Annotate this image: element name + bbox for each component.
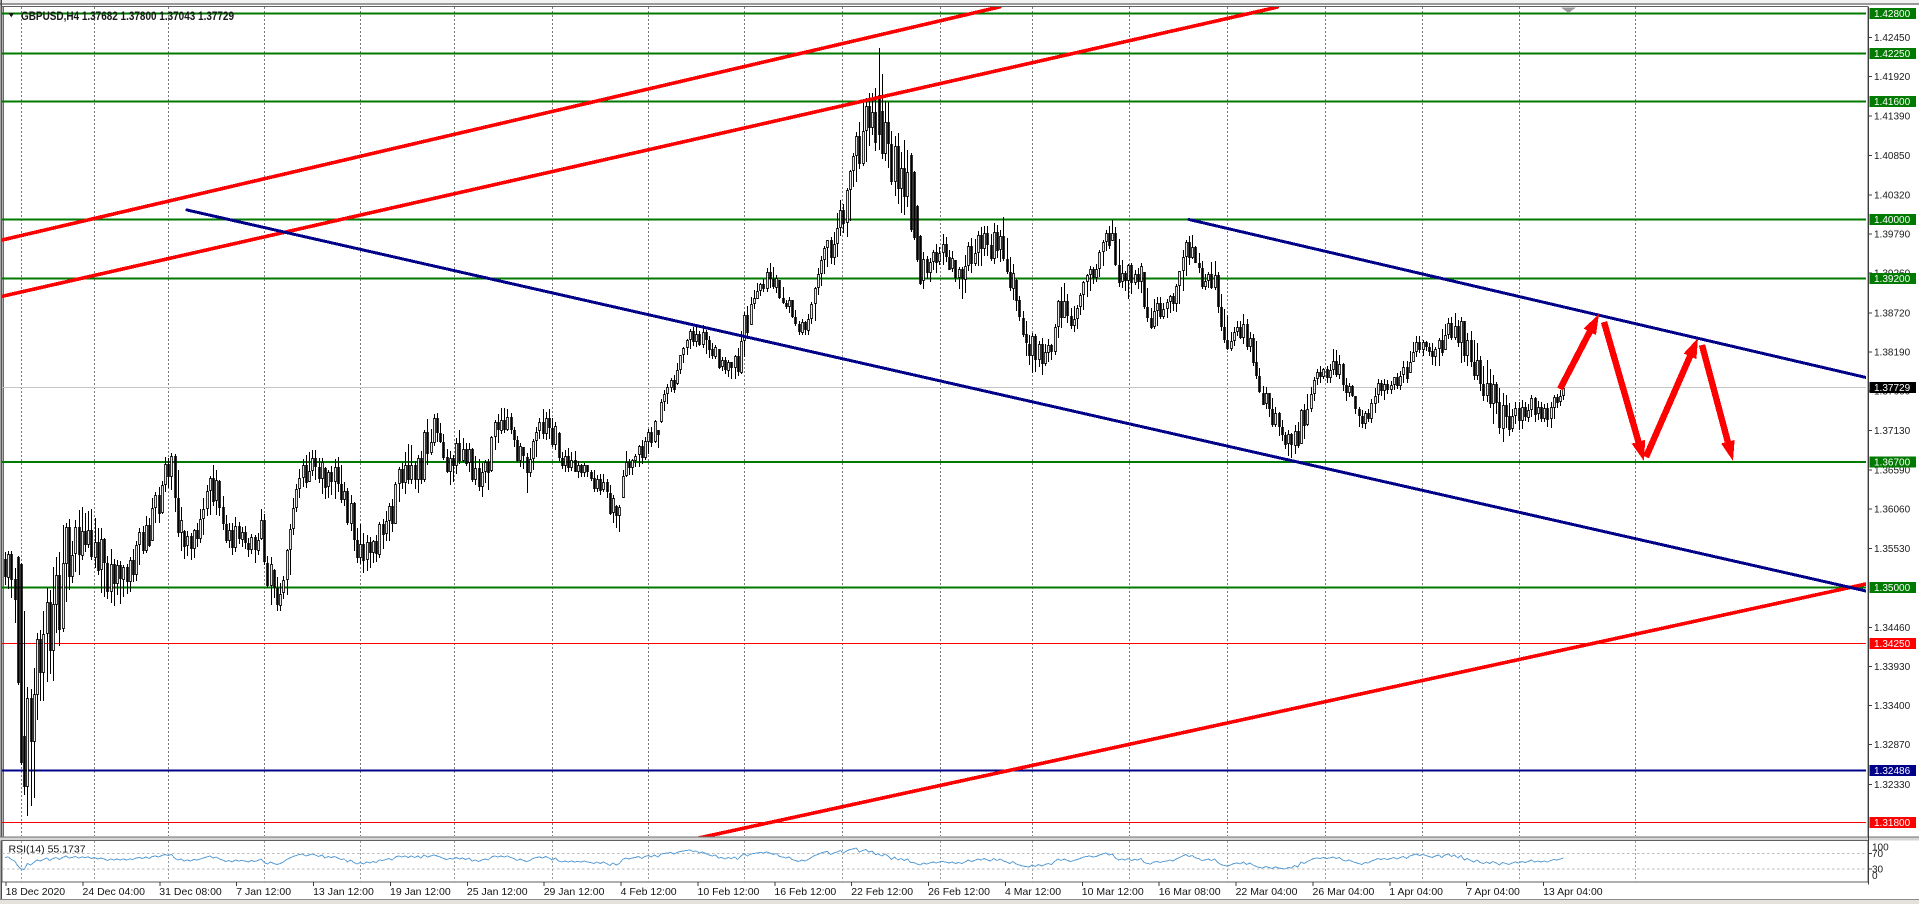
svg-text:70: 70 — [1872, 849, 1884, 860]
svg-text:1.33400: 1.33400 — [1874, 701, 1911, 712]
svg-text:1.36700: 1.36700 — [1874, 458, 1911, 469]
svg-text:1.35530: 1.35530 — [1874, 544, 1911, 555]
svg-text:10 Feb 12:00: 10 Feb 12:00 — [698, 886, 760, 898]
svg-text:1.42450: 1.42450 — [1874, 33, 1911, 44]
svg-text:1.34250: 1.34250 — [1874, 639, 1911, 650]
svg-text:30: 30 — [1872, 865, 1884, 876]
svg-text:1.35000: 1.35000 — [1874, 583, 1911, 594]
svg-text:10 Mar 12:00: 10 Mar 12:00 — [1082, 886, 1144, 898]
svg-text:7 Jan 12:00: 7 Jan 12:00 — [236, 886, 291, 898]
svg-text:1.40000: 1.40000 — [1874, 215, 1911, 226]
svg-text:1.32330: 1.32330 — [1874, 780, 1911, 791]
svg-text:1.41920: 1.41920 — [1874, 72, 1911, 83]
svg-text:1.41390: 1.41390 — [1874, 111, 1911, 122]
svg-text:29 Jan 12:00: 29 Jan 12:00 — [544, 886, 605, 898]
svg-text:1.40320: 1.40320 — [1874, 190, 1911, 201]
svg-text:1.34460: 1.34460 — [1874, 623, 1911, 634]
svg-text:16 Feb 12:00: 16 Feb 12:00 — [774, 886, 836, 898]
svg-text:0: 0 — [1872, 871, 1878, 882]
svg-text:1.40850: 1.40850 — [1874, 151, 1911, 162]
svg-text:18 Dec 2020: 18 Dec 2020 — [6, 886, 66, 898]
svg-text:1.38720: 1.38720 — [1874, 308, 1911, 319]
svg-text:1.31800: 1.31800 — [1874, 818, 1911, 829]
svg-text:1.41600: 1.41600 — [1874, 97, 1911, 108]
svg-text:1.32870: 1.32870 — [1874, 740, 1911, 751]
svg-text:1.42800: 1.42800 — [1874, 9, 1911, 20]
svg-text:7 Apr 04:00: 7 Apr 04:00 — [1466, 886, 1520, 898]
svg-text:1.42250: 1.42250 — [1874, 49, 1911, 60]
svg-text:19 Jan 12:00: 19 Jan 12:00 — [390, 886, 451, 898]
svg-text:31 Dec 08:00: 31 Dec 08:00 — [159, 886, 222, 898]
svg-text:4 Mar 12:00: 4 Mar 12:00 — [1005, 886, 1061, 898]
svg-text:1.37729: 1.37729 — [1874, 383, 1911, 394]
svg-text:1 Apr 04:00: 1 Apr 04:00 — [1389, 886, 1443, 898]
svg-text:1.37130: 1.37130 — [1874, 426, 1911, 437]
svg-text:16 Mar 08:00: 16 Mar 08:00 — [1159, 886, 1221, 898]
svg-text:1.36060: 1.36060 — [1874, 505, 1911, 516]
svg-text:26 Feb 12:00: 26 Feb 12:00 — [928, 886, 990, 898]
svg-text:13 Apr 04:00: 13 Apr 04:00 — [1543, 886, 1603, 898]
svg-text:1.39790: 1.39790 — [1874, 229, 1911, 240]
svg-text:1.32486: 1.32486 — [1874, 766, 1911, 777]
svg-text:4 Feb 12:00: 4 Feb 12:00 — [621, 886, 677, 898]
svg-text:24 Dec 04:00: 24 Dec 04:00 — [83, 886, 146, 898]
svg-text:22 Mar 04:00: 22 Mar 04:00 — [1236, 886, 1298, 898]
svg-text:22 Feb 12:00: 22 Feb 12:00 — [851, 886, 913, 898]
svg-text:25 Jan 12:00: 25 Jan 12:00 — [467, 886, 528, 898]
svg-text:1.36590: 1.36590 — [1874, 466, 1911, 477]
svg-text:1.38190: 1.38190 — [1874, 348, 1911, 359]
svg-text:1.33930: 1.33930 — [1874, 662, 1911, 673]
svg-text:GBPUSD,H4 1.37682 1.37800 1.3: GBPUSD,H4 1.37682 1.37800 1.37043 1.3772… — [21, 11, 234, 23]
svg-text:RSI(14) 55.1737: RSI(14) 55.1737 — [9, 843, 86, 855]
svg-text:26 Mar 04:00: 26 Mar 04:00 — [1313, 886, 1375, 898]
svg-text:1.39200: 1.39200 — [1874, 274, 1911, 285]
svg-text:100: 100 — [1872, 843, 1889, 854]
svg-text:13 Jan 12:00: 13 Jan 12:00 — [313, 886, 374, 898]
